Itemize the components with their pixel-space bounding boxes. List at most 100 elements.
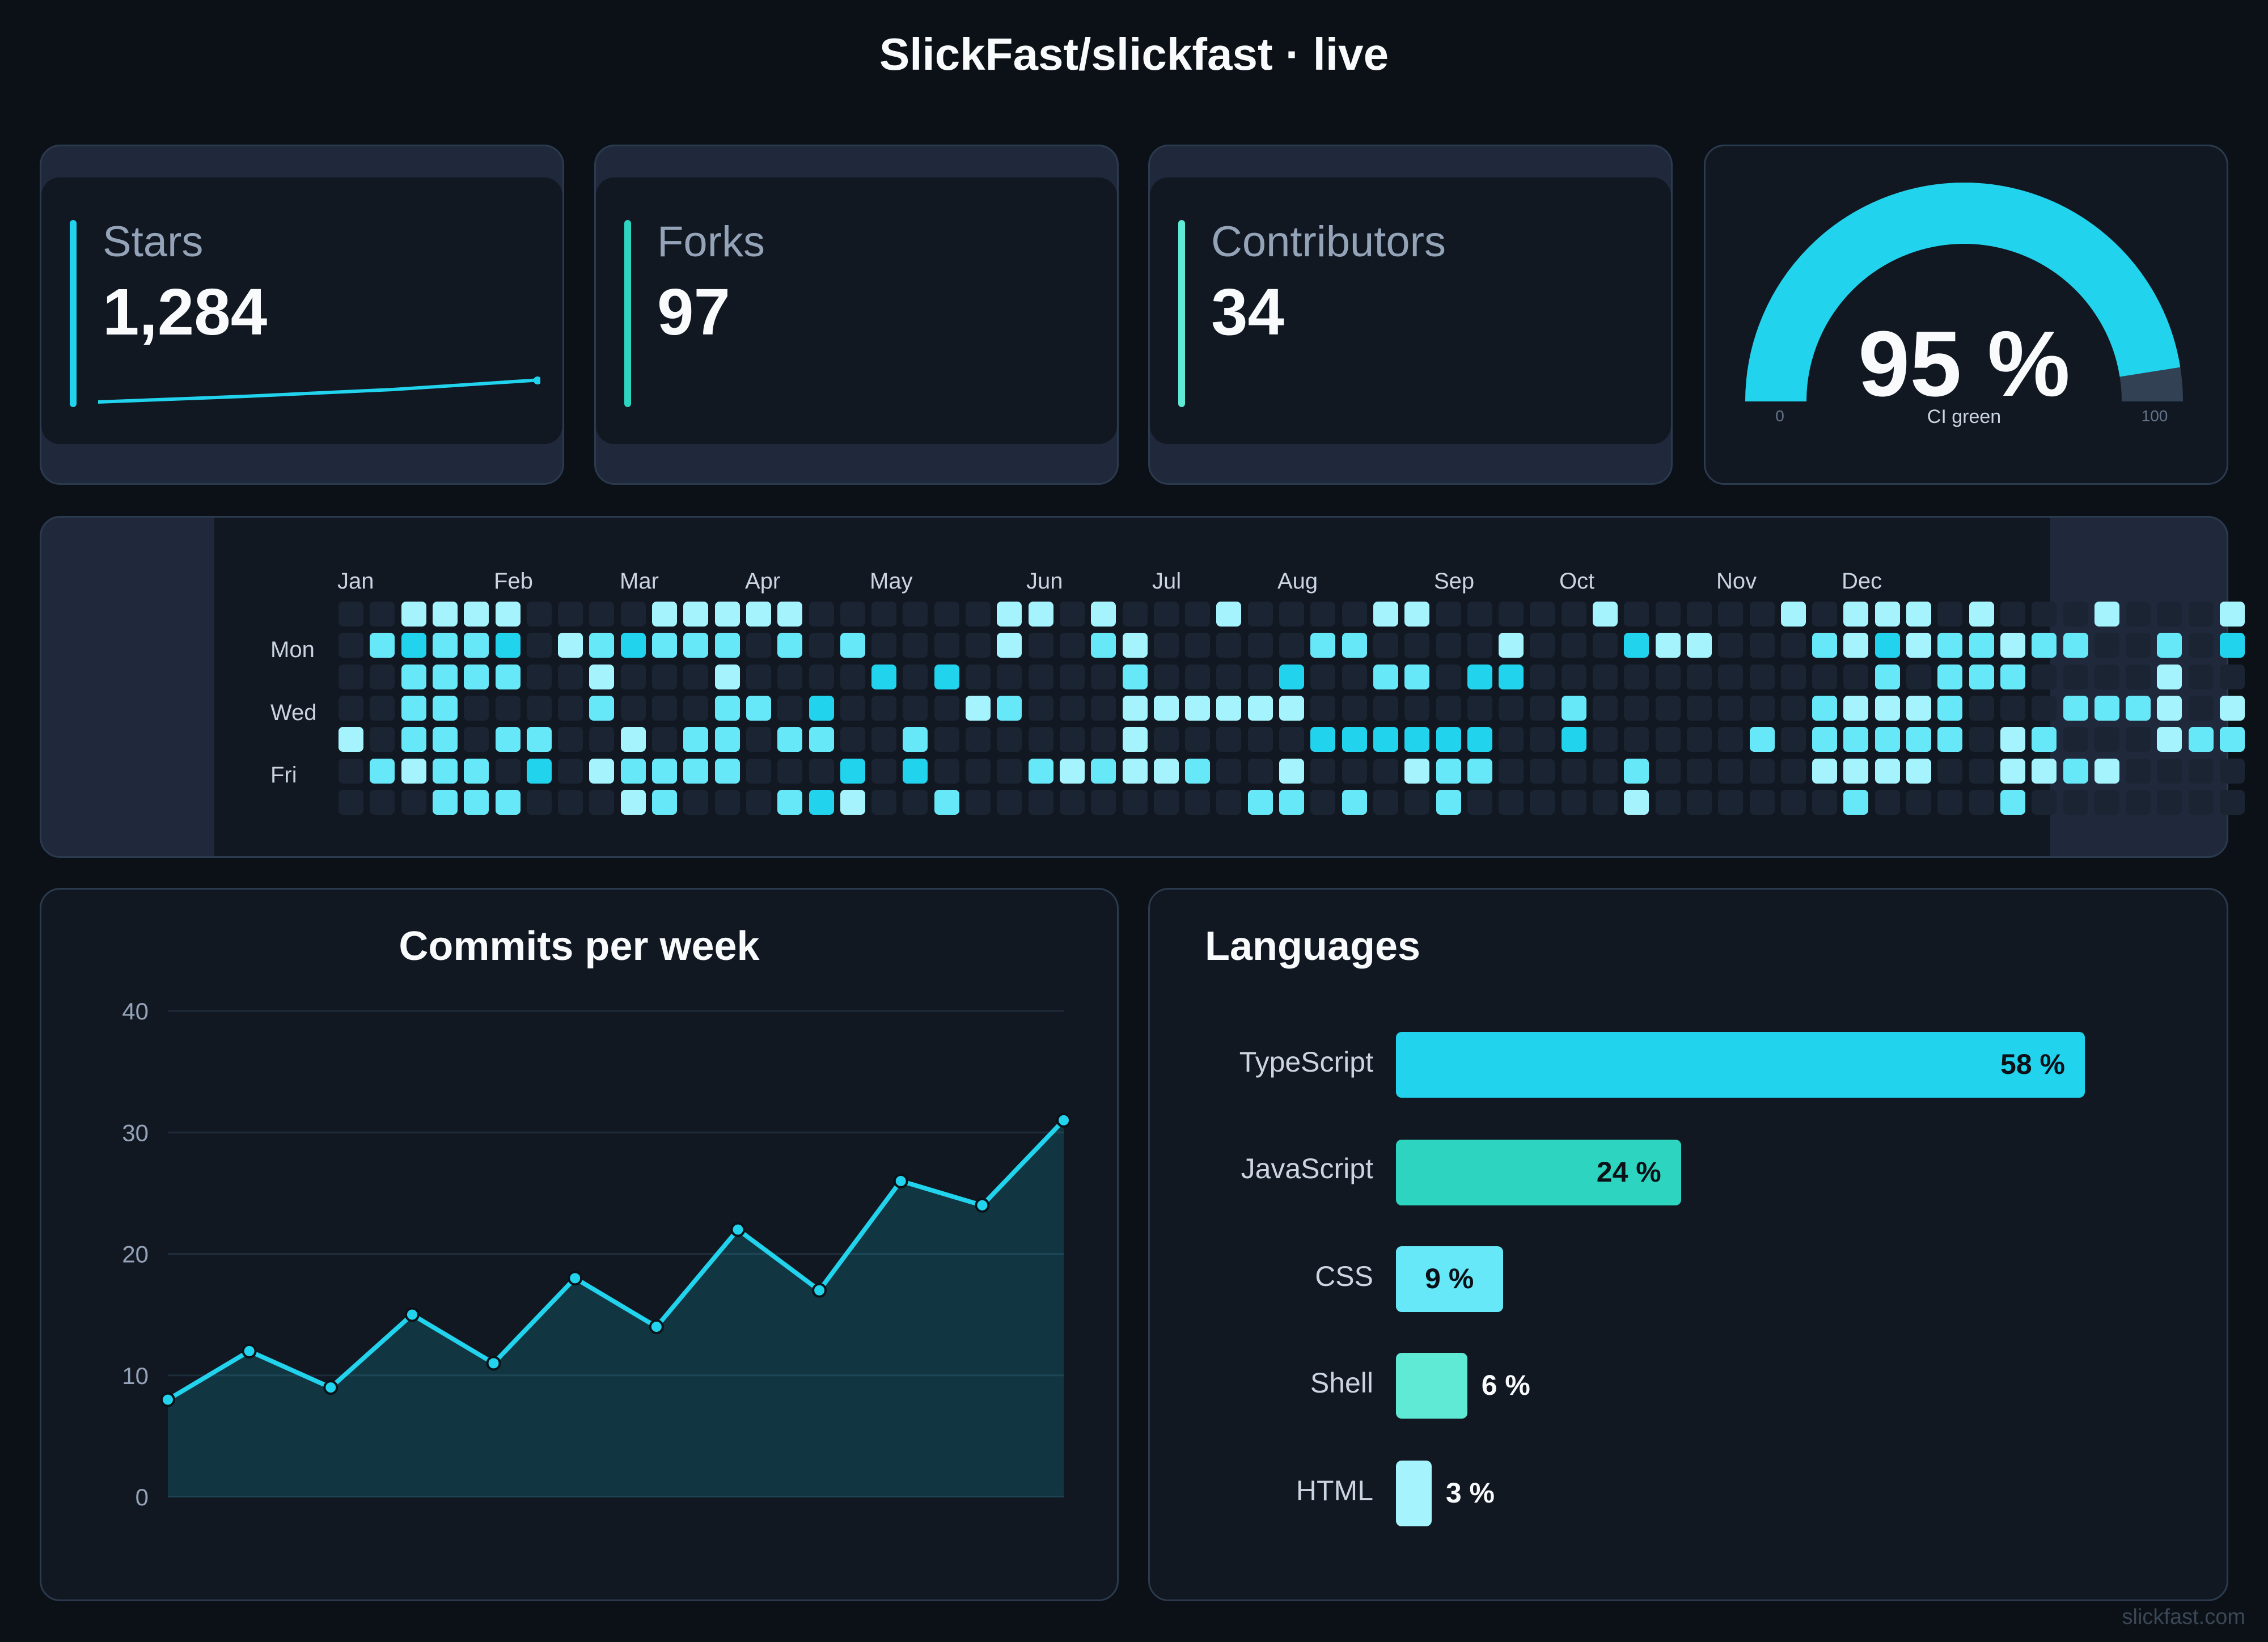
heatmap-cell [1153, 664, 1179, 689]
heatmap-cell [1342, 789, 1367, 815]
heatmap-cell [464, 664, 489, 689]
heatmap-cell [714, 602, 740, 627]
heatmap-cell [652, 633, 677, 658]
heatmap-cell [1436, 602, 1461, 627]
heatmap-cell [464, 789, 489, 815]
heatmap-cell [903, 633, 928, 658]
heatmap-cell [1624, 664, 1649, 689]
heatmap-cell [558, 789, 583, 815]
heatmap-cell [1185, 789, 1211, 815]
heatmap-cell [2032, 758, 2057, 784]
heatmap-cell [1686, 602, 1712, 627]
heatmap-cell [1404, 664, 1430, 689]
heatmap-cell [840, 727, 865, 752]
heatmap-cell [1593, 727, 1618, 752]
heatmap-cell [589, 664, 615, 689]
heatmap-cell [1404, 695, 1430, 721]
language-pct-javascript: 24 % [1596, 1156, 1661, 1188]
heatmap-cell [966, 602, 991, 627]
contributors-value: 34 [1211, 275, 1285, 349]
heatmap-cell [1028, 695, 1053, 721]
heatmap-cell [840, 664, 865, 689]
heatmap-cell [338, 758, 363, 784]
heatmap-cell [1059, 789, 1085, 815]
heatmap-cell [1593, 664, 1618, 689]
heatmap-cell [589, 758, 615, 784]
heatmap-cell [997, 727, 1022, 752]
heatmap-cell [1279, 758, 1304, 784]
heatmap-cell [558, 758, 583, 784]
heatmap-cell [370, 789, 395, 815]
heatmap-cell [1812, 602, 1838, 627]
heatmap-cell [589, 695, 615, 721]
heatmap-cell [746, 664, 771, 689]
heatmap-cell [1122, 758, 1148, 784]
heatmap-cell [2063, 664, 2088, 689]
heatmap-cell [777, 633, 803, 658]
heatmap-cell [2094, 602, 2119, 627]
heatmap-cell [2094, 727, 2119, 752]
heatmap-cell [2000, 633, 2025, 658]
heatmap-cell [652, 664, 677, 689]
heatmap-cell [2188, 602, 2214, 627]
heatmap-cell [746, 633, 771, 658]
heatmap-cell [1812, 633, 1838, 658]
heatmap-cell [1718, 633, 1744, 658]
heatmap-cell [558, 727, 583, 752]
heatmap-cell [1247, 727, 1273, 752]
heatmap-cell [1499, 664, 1524, 689]
heatmap-cell [2157, 695, 2182, 721]
heatmap-cell [934, 602, 959, 627]
heatmap-cell [1561, 727, 1586, 752]
heatmap-cell [1937, 695, 1963, 721]
heatmap-cell [1342, 664, 1367, 689]
heatmap-cell [1561, 758, 1586, 784]
heatmap-cell [1279, 789, 1304, 815]
heatmap-cell [338, 695, 363, 721]
heatmap-cell [589, 602, 615, 627]
heatmap-cell [1028, 664, 1053, 689]
heatmap-cell [1436, 758, 1461, 784]
heatmap-cell [934, 789, 959, 815]
heatmap-cell [1875, 664, 1900, 689]
heatmap-cell [464, 633, 489, 658]
heatmap-cell [1655, 758, 1681, 784]
heatmap-cell [1247, 633, 1273, 658]
heatmap-cell [1686, 727, 1712, 752]
stars-sparkline-icon [98, 376, 540, 404]
heatmap-cell [1780, 633, 1806, 658]
heatmap-cell [1812, 664, 1838, 689]
heatmap-cell [903, 664, 928, 689]
heatmap-cell [2220, 758, 2245, 784]
heatmap-cell [1655, 602, 1681, 627]
heatmap-cell [401, 758, 426, 784]
heatmap-cell [2126, 664, 2151, 689]
heatmap-cell [2157, 664, 2182, 689]
heatmap-cell [1373, 695, 1398, 721]
heatmap-cell [809, 758, 834, 784]
heatmap-cell [495, 602, 521, 627]
heatmap-cell [2220, 789, 2245, 815]
heatmap-cell [2000, 789, 2025, 815]
heatmap-cell [1593, 789, 1618, 815]
heatmap-cell [1906, 789, 1931, 815]
heatmap-cell [1028, 758, 1053, 784]
heatmap-cell [2032, 602, 2057, 627]
stars-accent-bar [70, 220, 77, 407]
heatmap-cell [526, 664, 552, 689]
heatmap-cell [1373, 758, 1398, 784]
heatmap-cell [1467, 695, 1492, 721]
heatmap-cell [1091, 602, 1116, 627]
heatmap-cell [1530, 727, 1555, 752]
heatmap-cell [1153, 727, 1179, 752]
heatmap-cell [370, 695, 395, 721]
heatmap-cell [746, 727, 771, 752]
heatmap-cell [1185, 633, 1211, 658]
heatmap-cell [620, 727, 646, 752]
heatmap-cell [1436, 695, 1461, 721]
heatmap-cell [1906, 758, 1931, 784]
heatmap-cell [1749, 602, 1775, 627]
heatmap-cell [871, 789, 897, 815]
heatmap-cell [1279, 602, 1304, 627]
heatmap-cell [1216, 758, 1242, 784]
